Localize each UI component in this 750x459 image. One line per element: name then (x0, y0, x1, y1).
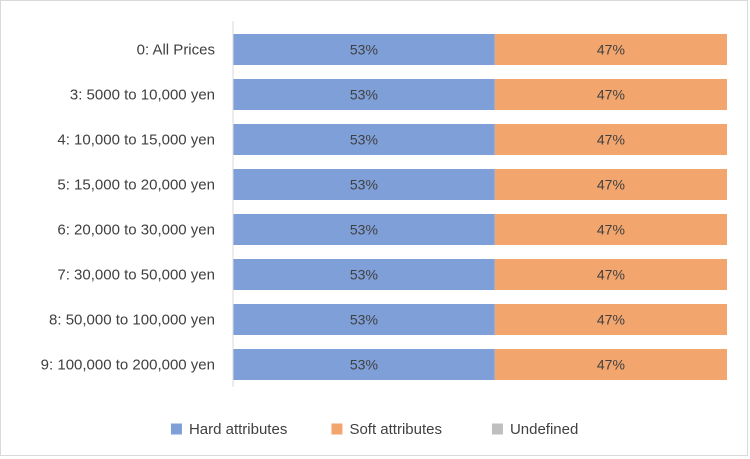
bar-segment (494, 34, 727, 65)
bar-segment (233, 79, 495, 110)
data-label: 47% (597, 132, 625, 148)
category-label: 7: 30,000 to 50,000 yen (57, 267, 215, 284)
bar-segment (233, 169, 495, 200)
bar-segment (233, 34, 495, 65)
data-label: 53% (350, 222, 378, 238)
legend-label: Hard attributes (189, 421, 287, 438)
data-label: 53% (350, 312, 378, 328)
bar-segment (233, 349, 495, 380)
bar-segment (494, 214, 727, 245)
category-label: 9: 100,000 to 200,000 yen (41, 357, 215, 374)
bar-segment (233, 214, 495, 245)
bar-segment (494, 304, 727, 335)
bar-segment (494, 259, 727, 290)
bar-segment (494, 79, 727, 110)
data-label: 53% (350, 177, 378, 193)
data-label: 53% (350, 42, 378, 58)
legend-swatch (331, 423, 343, 435)
category-label: 4: 10,000 to 15,000 yen (57, 132, 215, 149)
data-label: 53% (350, 87, 378, 103)
legend-label: Soft attributes (349, 421, 442, 438)
category-label: 5: 15,000 to 20,000 yen (57, 177, 215, 194)
bar-segment (494, 124, 727, 155)
bar-segment (233, 304, 495, 335)
category-label: 8: 50,000 to 100,000 yen (49, 312, 215, 329)
legend-swatch (170, 423, 182, 435)
category-label: 3: 5000 to 10,000 yen (70, 87, 215, 104)
data-label: 47% (597, 267, 625, 283)
data-label: 53% (350, 357, 378, 373)
category-label: 6: 20,000 to 30,000 yen (57, 222, 215, 239)
legend: Hard attributes Soft attributes Undefined (170, 421, 578, 438)
plot-area: 0: All Prices 53% 47% 3: 5000 to 10,000 yen… (41, 21, 727, 387)
bar-segment (494, 169, 727, 200)
data-label: 47% (597, 357, 625, 373)
data-label: 53% (350, 132, 378, 148)
legend-label: Undefined (510, 421, 578, 438)
category-label: 0: All Prices (137, 42, 215, 59)
data-label: 47% (597, 42, 625, 58)
bar-segment (233, 124, 495, 155)
data-label: 47% (597, 312, 625, 328)
data-label: 47% (597, 87, 625, 103)
legend-swatch (491, 423, 503, 435)
bar-segment (494, 349, 727, 380)
data-label: 53% (350, 267, 378, 283)
data-label: 47% (597, 177, 625, 193)
bar-segment (233, 259, 495, 290)
data-label: 47% (597, 222, 625, 238)
